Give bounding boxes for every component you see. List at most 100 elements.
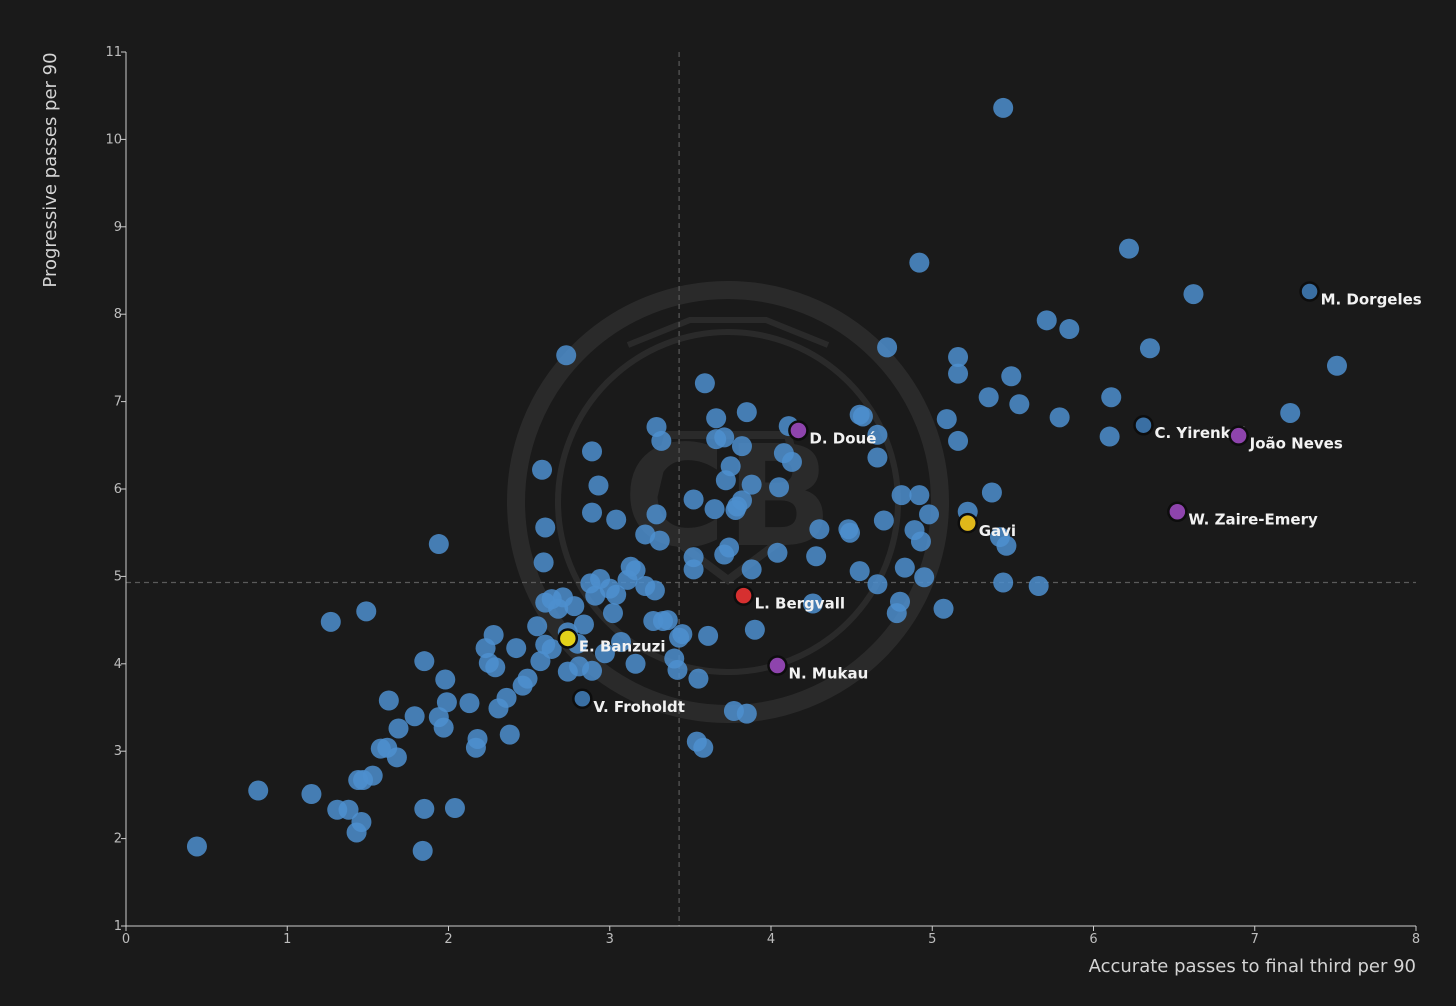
scatter-point (877, 337, 898, 358)
x-tick-label: 2 (444, 932, 452, 947)
y-tick-label: 6 (114, 482, 122, 497)
scatter-point (1099, 426, 1120, 447)
scatter-point (527, 616, 548, 637)
scatter-point (809, 519, 830, 540)
scatter-point (483, 624, 504, 645)
scatter-point (573, 614, 594, 635)
scatter-point (731, 436, 752, 457)
scatter-point (594, 643, 615, 664)
scatter-point (1280, 402, 1301, 423)
scatter-point (909, 485, 930, 506)
x-tick-label: 4 (767, 932, 775, 947)
scatter-point (688, 668, 709, 689)
y-tick-label: 7 (114, 395, 122, 410)
scatter-point (499, 724, 520, 745)
x-tick-label: 0 (122, 932, 130, 947)
scatter-point (459, 693, 480, 714)
scatter-point (867, 574, 888, 595)
scatter-point (1118, 238, 1139, 259)
scatter-point (741, 474, 762, 495)
scatter-point (683, 559, 704, 580)
scatter-point (891, 485, 912, 506)
scatter-point (683, 489, 704, 510)
scatter-point (936, 409, 957, 430)
x-tick-label: 7 (1251, 932, 1259, 947)
player-label: E. Banzuzi (579, 637, 666, 655)
scatter-point (485, 657, 506, 678)
scatter-point (802, 593, 823, 614)
scatter-point (769, 477, 790, 498)
scatter-point (838, 519, 859, 540)
scatter-point (541, 638, 562, 659)
scatter-point (933, 598, 954, 619)
scatter-point (667, 659, 688, 680)
scatter-point (517, 668, 538, 689)
highlighted-player-point (1133, 414, 1154, 436)
scatter-point (414, 651, 435, 672)
scatter-point (582, 660, 603, 681)
scatter-point (657, 610, 678, 631)
scatter-point (386, 747, 407, 768)
scatter-point (378, 690, 399, 711)
scatter-point (428, 534, 449, 555)
scatter-point (606, 584, 627, 605)
player-label: W. Zaire-Emery (1188, 511, 1318, 529)
scatter-point (582, 502, 603, 523)
scatter-point (1326, 355, 1347, 376)
scatter-point (635, 524, 656, 545)
highlighted-player-point (1228, 425, 1249, 446)
scatter-point (533, 552, 554, 573)
scatter-point (351, 811, 372, 832)
scatter-point (1028, 576, 1049, 597)
scatter-point (433, 717, 454, 738)
scatter-point (611, 631, 632, 652)
scatter-point (736, 402, 757, 423)
scatter-point (588, 475, 609, 496)
scatter-point (651, 430, 672, 451)
scatter-point (849, 404, 870, 425)
scatter-point (981, 482, 1002, 503)
scatter-point (496, 687, 517, 708)
scatter-point (781, 451, 802, 472)
scatter-point (506, 638, 527, 659)
player-label: M. Dorgeles (1321, 290, 1422, 308)
x-tick-label: 6 (1089, 932, 1097, 947)
x-axis-label: Accurate passes to final third per 90 (1089, 956, 1416, 977)
scatter-point (646, 504, 667, 525)
scatter-point (744, 619, 765, 640)
player-label: D. Doué (809, 429, 876, 447)
scatter-point (867, 447, 888, 468)
y-tick-label: 2 (114, 832, 122, 847)
player-label: N. Mukau (788, 665, 868, 683)
scatter-point (894, 557, 915, 578)
highlighted-player-point (1299, 281, 1320, 302)
y-tick-label: 10 (105, 132, 122, 147)
scatter-point (806, 546, 827, 567)
scatter-point (362, 765, 383, 786)
player-label: V. Froholdt (593, 698, 685, 716)
scatter-point (435, 669, 456, 690)
scatter-point (248, 780, 269, 801)
player-label: L. Bergvall (755, 595, 845, 613)
scatter-point (444, 798, 465, 819)
scatter-point (1139, 338, 1160, 359)
scatter-point (914, 567, 935, 588)
scatter-point (582, 441, 603, 462)
highlighted-player-point (557, 628, 579, 649)
scatter-point (1183, 284, 1204, 305)
scatter-point (301, 784, 322, 805)
scatter-point (919, 504, 940, 525)
scatter-point (414, 798, 435, 819)
scatter-point (948, 363, 969, 384)
player-label: Gavi (979, 522, 1016, 540)
scatter-point (698, 625, 719, 646)
scatter-point (849, 561, 870, 582)
scatter-point (909, 252, 930, 273)
scatter-point (714, 544, 735, 565)
scatter-point (767, 542, 788, 563)
scatter-point (535, 517, 556, 538)
highlighted-player-point (572, 688, 593, 710)
scatter-point (672, 624, 693, 645)
x-tick-label: 3 (606, 932, 614, 947)
